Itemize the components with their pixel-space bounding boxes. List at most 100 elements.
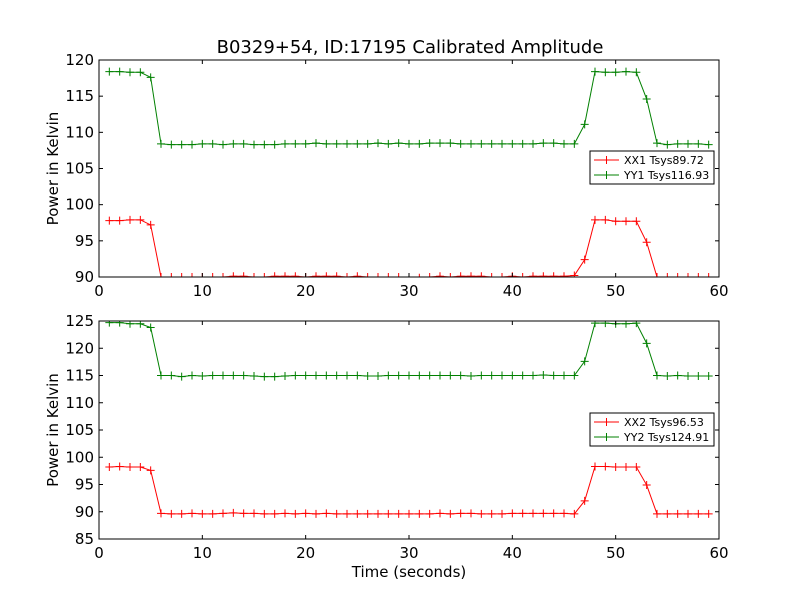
data-point	[157, 371, 165, 380]
data-point	[115, 216, 124, 225]
data-point	[694, 372, 703, 381]
data-point	[549, 139, 558, 148]
data-point	[281, 272, 289, 277]
data-point	[673, 509, 682, 518]
data-point	[580, 496, 589, 505]
data-point	[622, 217, 630, 226]
data-point	[487, 509, 496, 518]
x-tick-label: 60	[709, 544, 728, 562]
y-tick-label: 90	[75, 503, 94, 521]
data-point	[477, 371, 486, 380]
data-point	[157, 139, 165, 148]
data-point	[446, 509, 455, 518]
data-point	[229, 139, 238, 148]
data-point	[642, 481, 651, 490]
data-point	[219, 371, 227, 380]
y-tick-label: 115	[65, 87, 94, 105]
legend-marker	[602, 433, 611, 441]
data-point	[415, 371, 424, 380]
y-tick-label: 110	[65, 123, 94, 141]
data-point	[425, 273, 434, 277]
data-point	[601, 321, 610, 328]
data-point	[446, 273, 455, 277]
x-tick-label: 40	[503, 282, 522, 300]
data-point	[281, 509, 289, 518]
x-tick-label: 40	[503, 544, 522, 562]
series-line-2	[109, 71, 709, 146]
data-point	[539, 509, 548, 518]
data-point	[260, 509, 269, 518]
data-point	[332, 509, 341, 518]
data-point	[425, 139, 434, 148]
data-point	[508, 509, 517, 518]
data-point	[694, 509, 703, 518]
data-point	[374, 509, 382, 518]
x-tick-label: 0	[94, 282, 104, 300]
data-point	[539, 139, 548, 148]
data-point	[704, 509, 713, 518]
data-point	[518, 371, 527, 380]
data-point	[549, 371, 558, 380]
data-point	[177, 509, 186, 518]
data-point	[508, 139, 517, 148]
data-point	[167, 140, 176, 149]
data-point	[632, 321, 641, 328]
data-point	[456, 272, 465, 277]
data-point	[611, 463, 620, 472]
data-point	[219, 140, 227, 149]
data-point	[208, 509, 217, 518]
data-point	[405, 509, 413, 518]
data-point	[353, 509, 362, 518]
data-point	[684, 509, 692, 518]
data-point	[291, 509, 300, 518]
data-point	[539, 370, 548, 379]
data-point	[570, 509, 579, 518]
data-point	[105, 216, 114, 225]
data-point	[477, 509, 486, 518]
data-point	[312, 509, 320, 518]
data-point	[436, 139, 444, 148]
data-point	[239, 139, 248, 148]
data-point	[146, 73, 155, 82]
data-point	[394, 509, 403, 518]
data-point	[394, 139, 403, 148]
data-point	[291, 139, 300, 148]
data-point	[611, 68, 620, 77]
data-point	[146, 323, 155, 332]
y-tick-label: 120	[65, 339, 94, 357]
data-point	[684, 273, 692, 277]
data-point	[105, 321, 114, 327]
data-point	[405, 139, 413, 148]
x-tick-label: 20	[296, 544, 315, 562]
data-point	[146, 466, 155, 475]
data-point	[126, 215, 134, 224]
data-point	[136, 215, 145, 224]
data-point	[250, 372, 258, 381]
data-point	[704, 140, 713, 149]
data-point	[622, 463, 630, 472]
data-point	[219, 273, 227, 277]
data-point	[663, 140, 672, 149]
data-point	[436, 509, 444, 518]
data-point	[580, 255, 589, 264]
data-point	[601, 68, 610, 77]
data-point	[301, 509, 310, 518]
y-axis-label: Power in Kelvin	[44, 373, 62, 487]
data-point	[374, 273, 382, 277]
data-point	[115, 321, 124, 327]
y-tick-label: 90	[75, 268, 94, 286]
legend-box	[589, 150, 715, 185]
data-point	[281, 139, 289, 148]
legend: XX2 Tsys96.53 YY2 Tsys124.91	[589, 412, 715, 447]
x-tick-label: 0	[94, 544, 104, 562]
data-point	[642, 238, 651, 247]
data-point	[498, 273, 506, 277]
y-tick-label: 100	[65, 448, 94, 466]
data-point	[353, 371, 362, 380]
data-point	[188, 509, 196, 518]
data-point	[136, 68, 145, 77]
data-point	[632, 217, 641, 226]
chart-title: B0329+54, ID:17195 Calibrated Amplitude	[217, 37, 604, 58]
data-point	[560, 272, 568, 277]
